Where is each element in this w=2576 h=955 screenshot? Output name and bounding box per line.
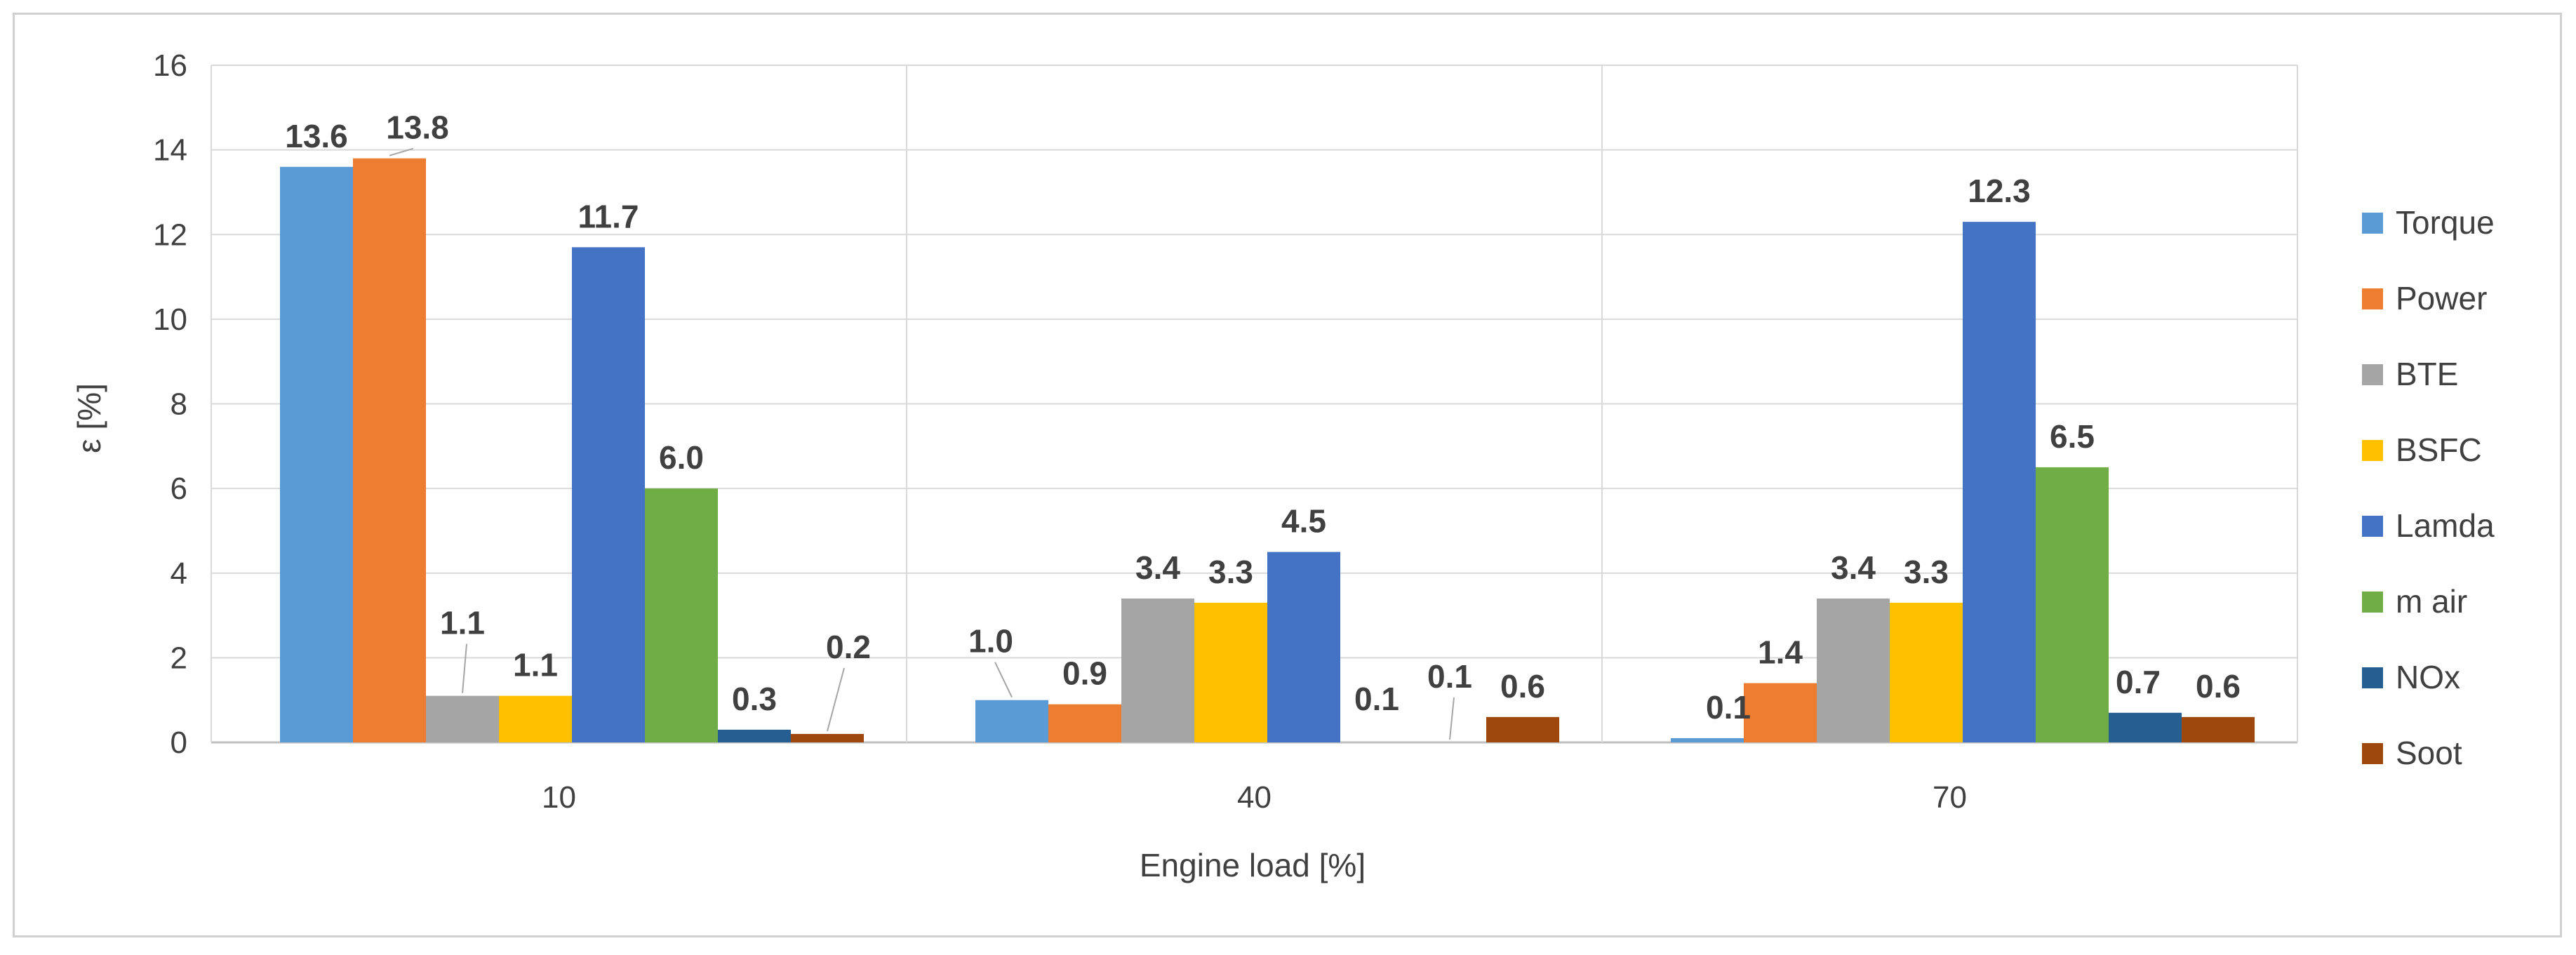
bar-bsfc-10 <box>499 695 572 742</box>
bar-m-air-70 <box>2036 467 2109 742</box>
y-axis-title: ε [%] <box>71 383 107 453</box>
data-label-torque-10: 13.6 <box>285 118 348 154</box>
legend-swatch-m-air <box>2362 592 2383 613</box>
bar-power-70 <box>1744 683 1817 742</box>
legend-label: NOx <box>2396 659 2460 695</box>
bar-power-40 <box>1048 704 1121 742</box>
data-label-nox-70: 0.7 <box>2116 664 2161 700</box>
label-leader-line <box>389 147 414 156</box>
data-label-lamda-10: 11.7 <box>578 198 639 234</box>
label-leader-line <box>994 662 1013 698</box>
legend: Torque Power BTE BSFC Lamda m air NOx Soot <box>2362 204 2495 771</box>
legend-swatch-nox <box>2362 667 2383 688</box>
gridlines <box>211 65 2298 744</box>
data-label-nox-10: 0.3 <box>732 681 777 717</box>
y-tick-label: 6 <box>171 472 187 506</box>
legend-label: Torque <box>2396 204 2495 241</box>
data-label-bte-70: 3.4 <box>1831 549 1876 586</box>
bar-soot-40 <box>1486 716 1559 742</box>
legend-label: Power <box>2396 280 2487 316</box>
x-tick-label: 70 <box>1933 780 1967 815</box>
legend-swatch-bsfc <box>2362 440 2383 461</box>
bar-lamda-10 <box>572 247 645 742</box>
data-label-power-70: 1.4 <box>1758 634 1803 671</box>
data-label-m-air-10: 6.0 <box>659 439 704 476</box>
bar-torque-40 <box>975 700 1048 742</box>
legend-swatch-bte <box>2362 364 2383 385</box>
y-tick-label: 12 <box>153 218 187 252</box>
y-tick-label: 4 <box>171 556 187 591</box>
y-tick-label: 2 <box>171 641 187 675</box>
data-label-m-air-70: 6.5 <box>2050 418 2095 455</box>
bar-chart: 13.6 13.8 1.1 1.1 11.7 6.0 0.3 0.2 1.0 0.9 3.4 3.3 4… <box>71 48 2495 883</box>
data-label-soot-10: 0.2 <box>826 629 871 665</box>
data-label-torque-70: 0.1 <box>1706 689 1751 726</box>
x-axis-title: Engine load [%] <box>1140 847 1366 883</box>
legend-label: Lamda <box>2396 507 2495 544</box>
y-tick-label: 8 <box>171 387 187 422</box>
axes: ε [%] Engine load [%] 0 2 4 6 8 10 12 14 16 10 40 7… <box>71 48 1967 883</box>
data-label-torque-40: 1.0 <box>968 623 1013 660</box>
data-labels: 13.6 13.8 1.1 1.1 11.7 6.0 0.3 0.2 1.0 0.9 3.4 3.3 4… <box>285 109 2241 726</box>
bar-soot-10 <box>791 733 864 742</box>
bar-torque-70 <box>1671 737 1744 742</box>
bar-bsfc-70 <box>1890 602 1963 742</box>
data-label-bsfc-10: 1.1 <box>513 647 558 683</box>
bar-bte-40 <box>1121 598 1194 742</box>
bar-power-10 <box>353 158 426 742</box>
data-label-m-air-40: 0.1 <box>1354 681 1399 717</box>
legend-label: m air <box>2396 583 2467 620</box>
label-leader-line <box>462 643 467 693</box>
bars <box>280 158 2255 742</box>
data-label-nox-40: 0.1 <box>1427 658 1472 695</box>
legend-label: BSFC <box>2396 432 2482 468</box>
legend-swatch-soot <box>2362 743 2383 764</box>
bar-bsfc-40 <box>1194 602 1267 742</box>
data-label-soot-40: 0.6 <box>1500 668 1545 704</box>
bar-lamda-70 <box>1963 222 2036 742</box>
data-label-soot-70: 0.6 <box>2196 668 2241 704</box>
y-tick-label: 0 <box>171 726 187 760</box>
data-label-bte-40: 3.4 <box>1135 549 1180 586</box>
legend-swatch-power <box>2362 288 2383 309</box>
legend-swatch-torque <box>2362 213 2383 234</box>
bar-torque-10 <box>280 166 353 742</box>
legend-swatch-lamda <box>2362 516 2383 537</box>
data-label-bte-10: 1.1 <box>440 605 485 641</box>
bar-lamda-40 <box>1267 552 1340 742</box>
bar-bte-70 <box>1817 598 1890 742</box>
legend-label: BTE <box>2396 356 2458 392</box>
chart-frame: 13.6 13.8 1.1 1.1 11.7 6.0 0.3 0.2 1.0 0.9 3.4 3.3 4… <box>13 13 2562 937</box>
y-tick-label: 14 <box>153 133 187 168</box>
y-tick-label: 10 <box>153 302 187 337</box>
label-leader-line <box>827 667 845 732</box>
legend-label: Soot <box>2396 735 2462 771</box>
data-label-lamda-70: 12.3 <box>1968 173 2031 209</box>
bar-nox-10 <box>718 729 791 742</box>
x-tick-label: 40 <box>1237 780 1272 815</box>
bar-m-air-10 <box>645 488 718 742</box>
y-tick-label: 16 <box>153 48 187 83</box>
leader-lines <box>389 147 1455 740</box>
label-leader-line <box>1449 697 1455 740</box>
bar-nox-70 <box>2109 712 2182 742</box>
data-label-lamda-40: 4.5 <box>1281 503 1326 540</box>
data-label-bsfc-40: 3.3 <box>1208 554 1253 590</box>
x-tick-label: 10 <box>542 780 576 815</box>
bar-soot-70 <box>2182 716 2255 742</box>
bar-bte-10 <box>426 695 499 742</box>
data-label-power-40: 0.9 <box>1062 655 1107 692</box>
data-label-bsfc-70: 3.3 <box>1904 554 1949 590</box>
data-label-power-10: 13.8 <box>386 109 449 146</box>
